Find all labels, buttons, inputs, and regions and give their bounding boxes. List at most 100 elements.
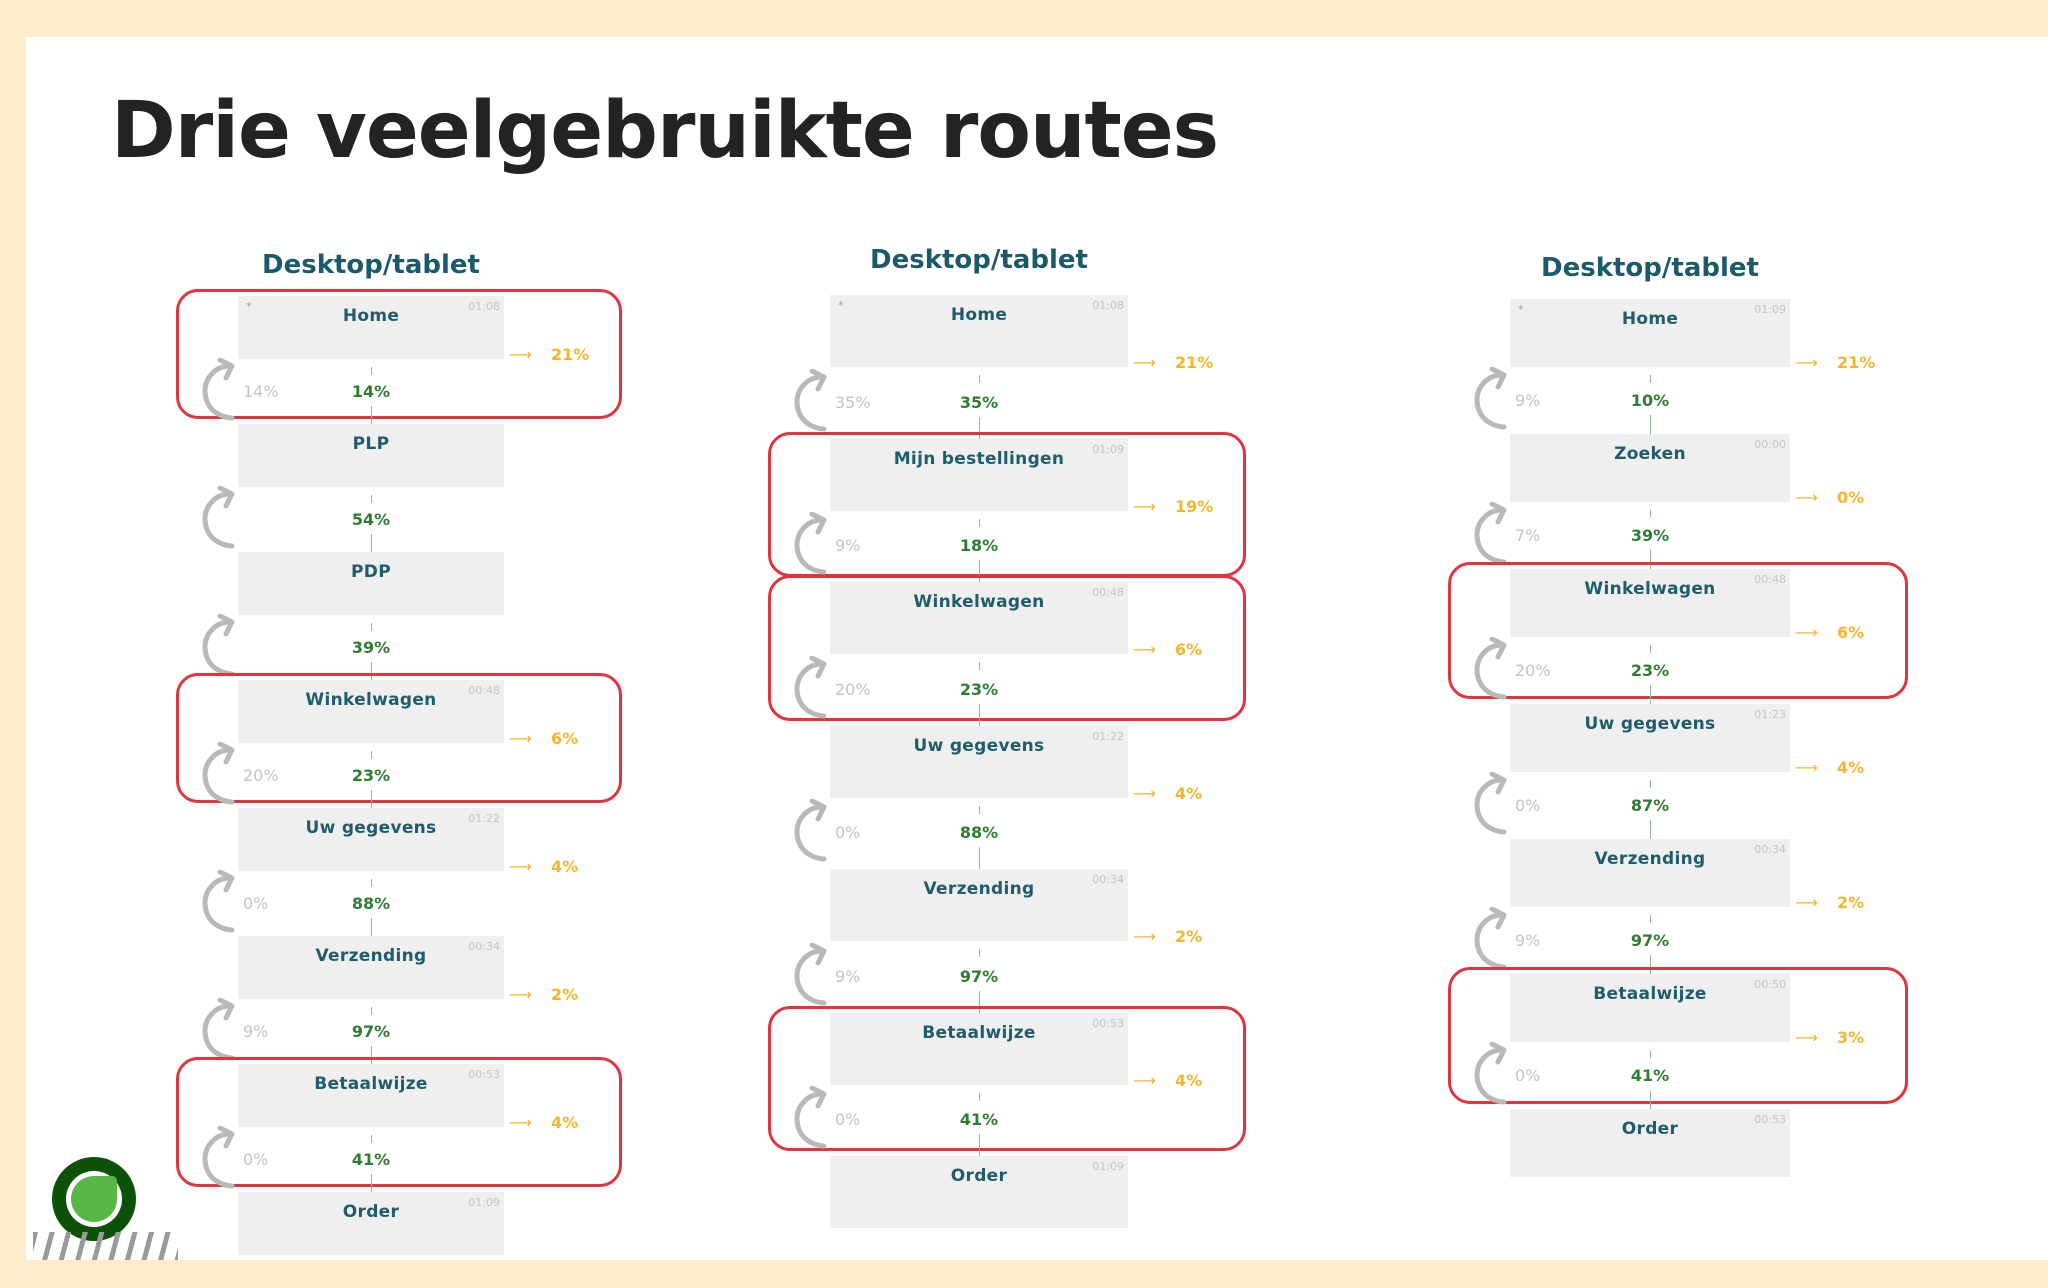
page-node[interactable]: PLP <box>238 424 504 487</box>
exit-arrow-icon: ⟶ <box>1133 1070 1156 1090</box>
loop-arrow-icon <box>790 1085 830 1150</box>
connector-arrow-line <box>1650 549 1651 569</box>
exit-percentage: ⟶ 4% <box>1795 758 1864 777</box>
page-node[interactable]: Order 01:09 <box>830 1156 1128 1228</box>
page-node[interactable]: Mijn bestellingen 01:09 <box>830 438 1128 511</box>
exit-arrow-icon: ⟶ <box>1133 496 1156 516</box>
connector-arrow-line <box>1650 1089 1651 1109</box>
node-name: Home <box>950 305 1008 325</box>
node-time: 01:08 <box>1092 299 1124 312</box>
node-name: Uw gegevens <box>1584 714 1716 734</box>
loop-percentage: 35% <box>835 392 871 412</box>
loop-percentage: 0% <box>243 1149 269 1169</box>
connector-arrow-line <box>1650 819 1651 839</box>
connector-line <box>979 662 980 670</box>
page-node[interactable]: Order 01:09 <box>238 1192 504 1255</box>
slide-title: Drie veelgebruikte routes <box>111 86 1219 176</box>
loop-arrow-icon <box>1470 771 1510 836</box>
page-node[interactable]: Uw gegevens 01:22 <box>830 725 1128 798</box>
node-time: 01:09 <box>468 1196 500 1209</box>
connector-line <box>1650 645 1651 653</box>
node-name: Order <box>1621 1119 1679 1139</box>
exit-arrow-icon: ⟶ <box>1795 353 1818 372</box>
page-node[interactable]: Home 01:08 * <box>830 295 1128 367</box>
forward-percentage: 18% <box>959 536 999 556</box>
node-time: 00:48 <box>1754 573 1786 586</box>
connector-arrow-line <box>1650 684 1651 704</box>
exit-arrow-icon: ⟶ <box>1795 623 1818 642</box>
exit-arrow-icon: ⟶ <box>509 345 532 364</box>
connector-line <box>979 518 980 527</box>
connector-arrow-line <box>1650 414 1651 434</box>
page-node[interactable]: Verzending 00:34 <box>830 869 1128 941</box>
exit-percentage: ⟶ 6% <box>1133 640 1202 659</box>
forward-percentage: 97% <box>351 1021 391 1041</box>
connector-arrow-line <box>979 560 980 582</box>
forward-percentage: 41% <box>959 1110 999 1130</box>
exit-arrow-icon: ⟶ <box>509 1113 532 1132</box>
loop-arrow-icon <box>198 485 238 550</box>
exit-value: 6% <box>1837 623 1865 642</box>
page-node[interactable]: Betaalwijze 00:53 <box>830 1012 1128 1085</box>
connector-arrow-line <box>1650 954 1651 974</box>
forward-percentage: 97% <box>959 966 999 986</box>
node-time: 00:53 <box>468 1068 500 1081</box>
exit-value: 4% <box>1175 1070 1203 1090</box>
page-node[interactable]: Betaalwijze 00:53 <box>238 1064 504 1127</box>
node-time: 00:34 <box>1754 843 1786 856</box>
exit-percentage: ⟶ 3% <box>1795 1028 1864 1047</box>
exit-value: 0% <box>1837 488 1865 507</box>
exit-percentage: ⟶ 21% <box>509 345 589 364</box>
exit-value: 2% <box>551 985 579 1004</box>
loop-arrow-icon <box>790 655 830 720</box>
node-name: Uw gegevens <box>913 735 1045 756</box>
loop-percentage: 9% <box>1515 930 1541 950</box>
exit-percentage: ⟶ 0% <box>1795 488 1864 507</box>
page-node[interactable]: PDP <box>238 552 504 615</box>
forward-percentage: 88% <box>351 893 391 913</box>
exit-value: 4% <box>1837 758 1865 777</box>
exit-arrow-icon: ⟶ <box>1133 640 1156 659</box>
page-node[interactable]: Winkelwagen 00:48 <box>238 680 504 743</box>
node-name: Betaalwijze <box>1593 984 1707 1004</box>
node-time: 00:34 <box>468 940 500 953</box>
node-time: 00:53 <box>1754 1113 1786 1126</box>
connector-line <box>1650 915 1651 923</box>
exit-percentage: ⟶ 4% <box>1133 1071 1202 1090</box>
connector-arrow-line <box>979 703 980 726</box>
node-time: 00:00 <box>1754 438 1786 451</box>
exit-value: 4% <box>551 1113 579 1132</box>
node-time: 00:53 <box>1092 1016 1124 1030</box>
page-node[interactable]: Winkelwagen 00:48 <box>830 582 1128 654</box>
page-node[interactable]: Home 01:09 * <box>1510 299 1790 367</box>
page-node[interactable]: Betaalwijze 00:50 <box>1510 974 1790 1042</box>
connector-line <box>979 805 980 814</box>
exit-value: 6% <box>551 729 579 748</box>
node-name: Betaalwijze <box>314 1074 428 1094</box>
page-node[interactable]: Uw gegevens 01:22 <box>238 808 504 871</box>
star-marker: * <box>1518 303 1524 316</box>
node-name: Home <box>1621 309 1679 329</box>
loop-arrow-icon <box>790 798 830 863</box>
page-node[interactable]: Home 01:08 * <box>238 296 504 359</box>
forward-percentage: 39% <box>1630 525 1670 545</box>
column-heading: Desktop/tablet <box>870 245 1088 275</box>
loop-arrow-icon <box>198 357 238 422</box>
page-node[interactable]: Verzending 00:34 <box>1510 839 1790 907</box>
page-node[interactable]: Order 00:53 <box>1510 1109 1790 1177</box>
node-time: 00:50 <box>1754 978 1786 991</box>
page-node[interactable]: Zoeken 00:00 <box>1510 434 1790 502</box>
page-node[interactable]: Winkelwagen 00:48 <box>1510 569 1790 637</box>
loop-arrow-icon <box>1470 1041 1510 1106</box>
connector-line <box>1650 510 1651 518</box>
exit-value: 21% <box>1175 353 1214 372</box>
exit-arrow-icon: ⟶ <box>509 729 532 748</box>
exit-arrow-icon: ⟶ <box>1795 1028 1818 1047</box>
connector-line <box>1650 780 1651 788</box>
connector-line <box>371 1007 372 1015</box>
connector-line <box>371 751 372 759</box>
node-time: 01:09 <box>1092 442 1124 456</box>
page-node[interactable]: Uw gegevens 01:23 <box>1510 704 1790 772</box>
exit-percentage: ⟶ 6% <box>1795 623 1864 642</box>
page-node[interactable]: Verzending 00:34 <box>238 936 504 999</box>
